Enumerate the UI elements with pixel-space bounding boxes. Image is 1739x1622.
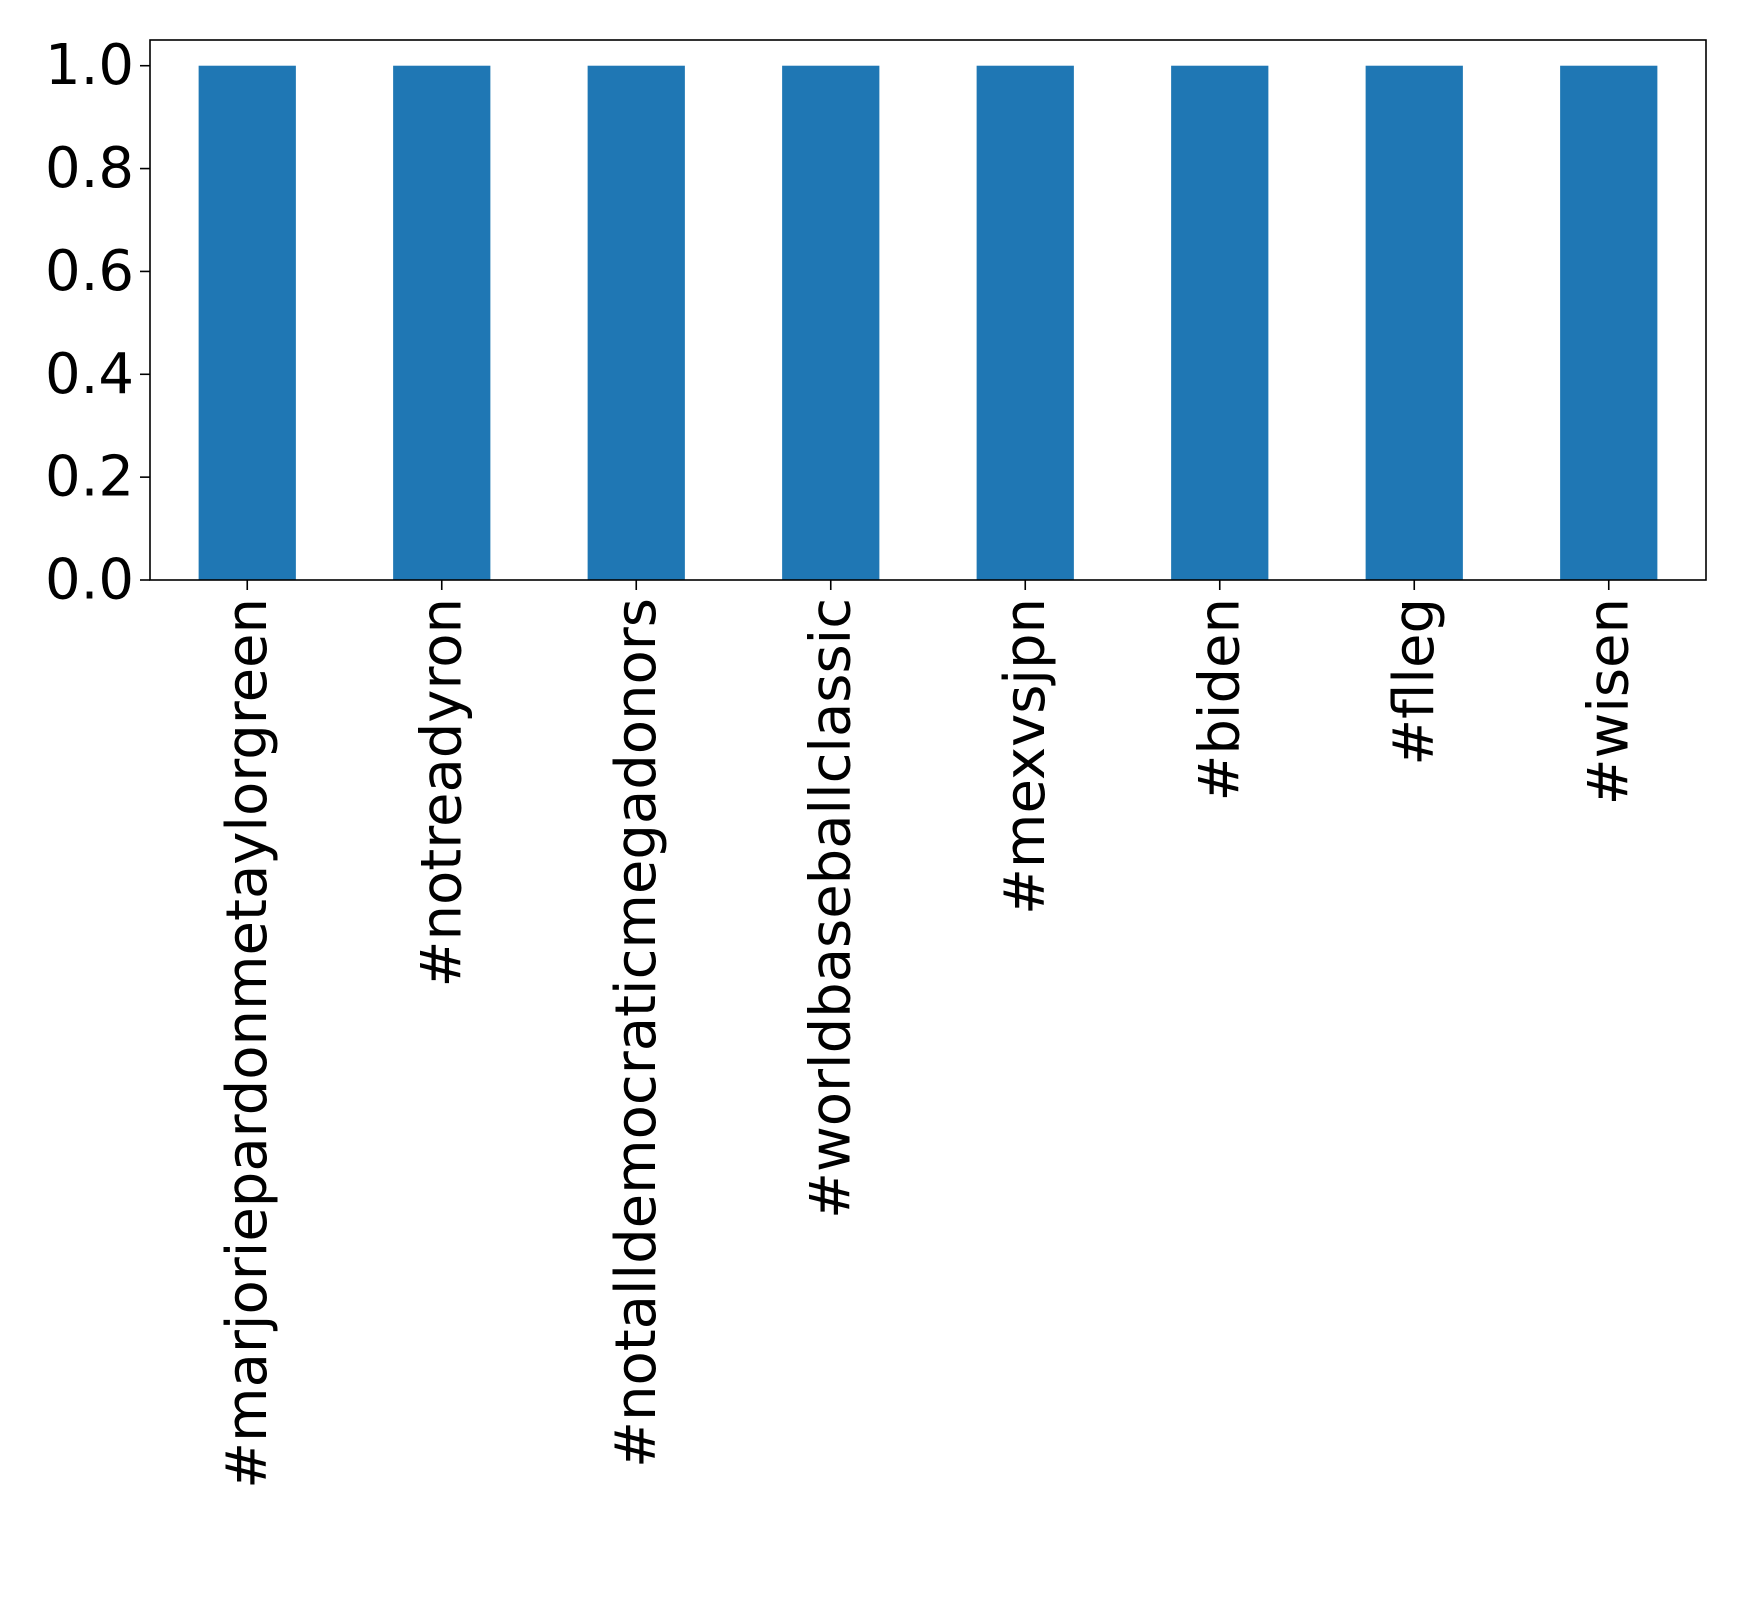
bar [198, 65, 296, 580]
y-tick-label: 1.0 [45, 33, 134, 98]
y-tick-label: 0.2 [45, 445, 134, 510]
x-tick-label: #biden [1187, 598, 1252, 802]
bar-series [198, 65, 1658, 580]
bar [587, 65, 685, 580]
x-tick-label: #notalldemocraticmegadonors [604, 598, 669, 1468]
y-tick-label: 0.8 [45, 136, 134, 201]
x-tick-label: #marjoriepardonmetaylorgreen [215, 598, 280, 1489]
x-tick-label: #flleg [1382, 598, 1447, 766]
y-axis: 0.0 0.2 0.4 0.6 0.8 1.0 [45, 33, 150, 613]
bar [1365, 65, 1463, 580]
x-tick-label: #mexvsjpn [993, 598, 1058, 915]
x-axis: #marjoriepardonmetaylorgreen #notreadyron… [215, 580, 1641, 1489]
bar [1560, 65, 1658, 580]
bar [782, 65, 880, 580]
x-tick-label: #worldbaseballclassic [798, 598, 863, 1219]
bar [976, 65, 1074, 580]
plot-frame [149, 39, 1707, 581]
y-tick-label: 0.4 [45, 342, 134, 407]
x-tick-label: #notreadyron [409, 598, 474, 987]
x-tick-label: #wisen [1576, 598, 1641, 805]
bar [1171, 65, 1269, 580]
y-tick-label: 0.0 [45, 548, 134, 613]
bar [393, 65, 491, 580]
y-tick-label: 0.6 [45, 239, 134, 304]
